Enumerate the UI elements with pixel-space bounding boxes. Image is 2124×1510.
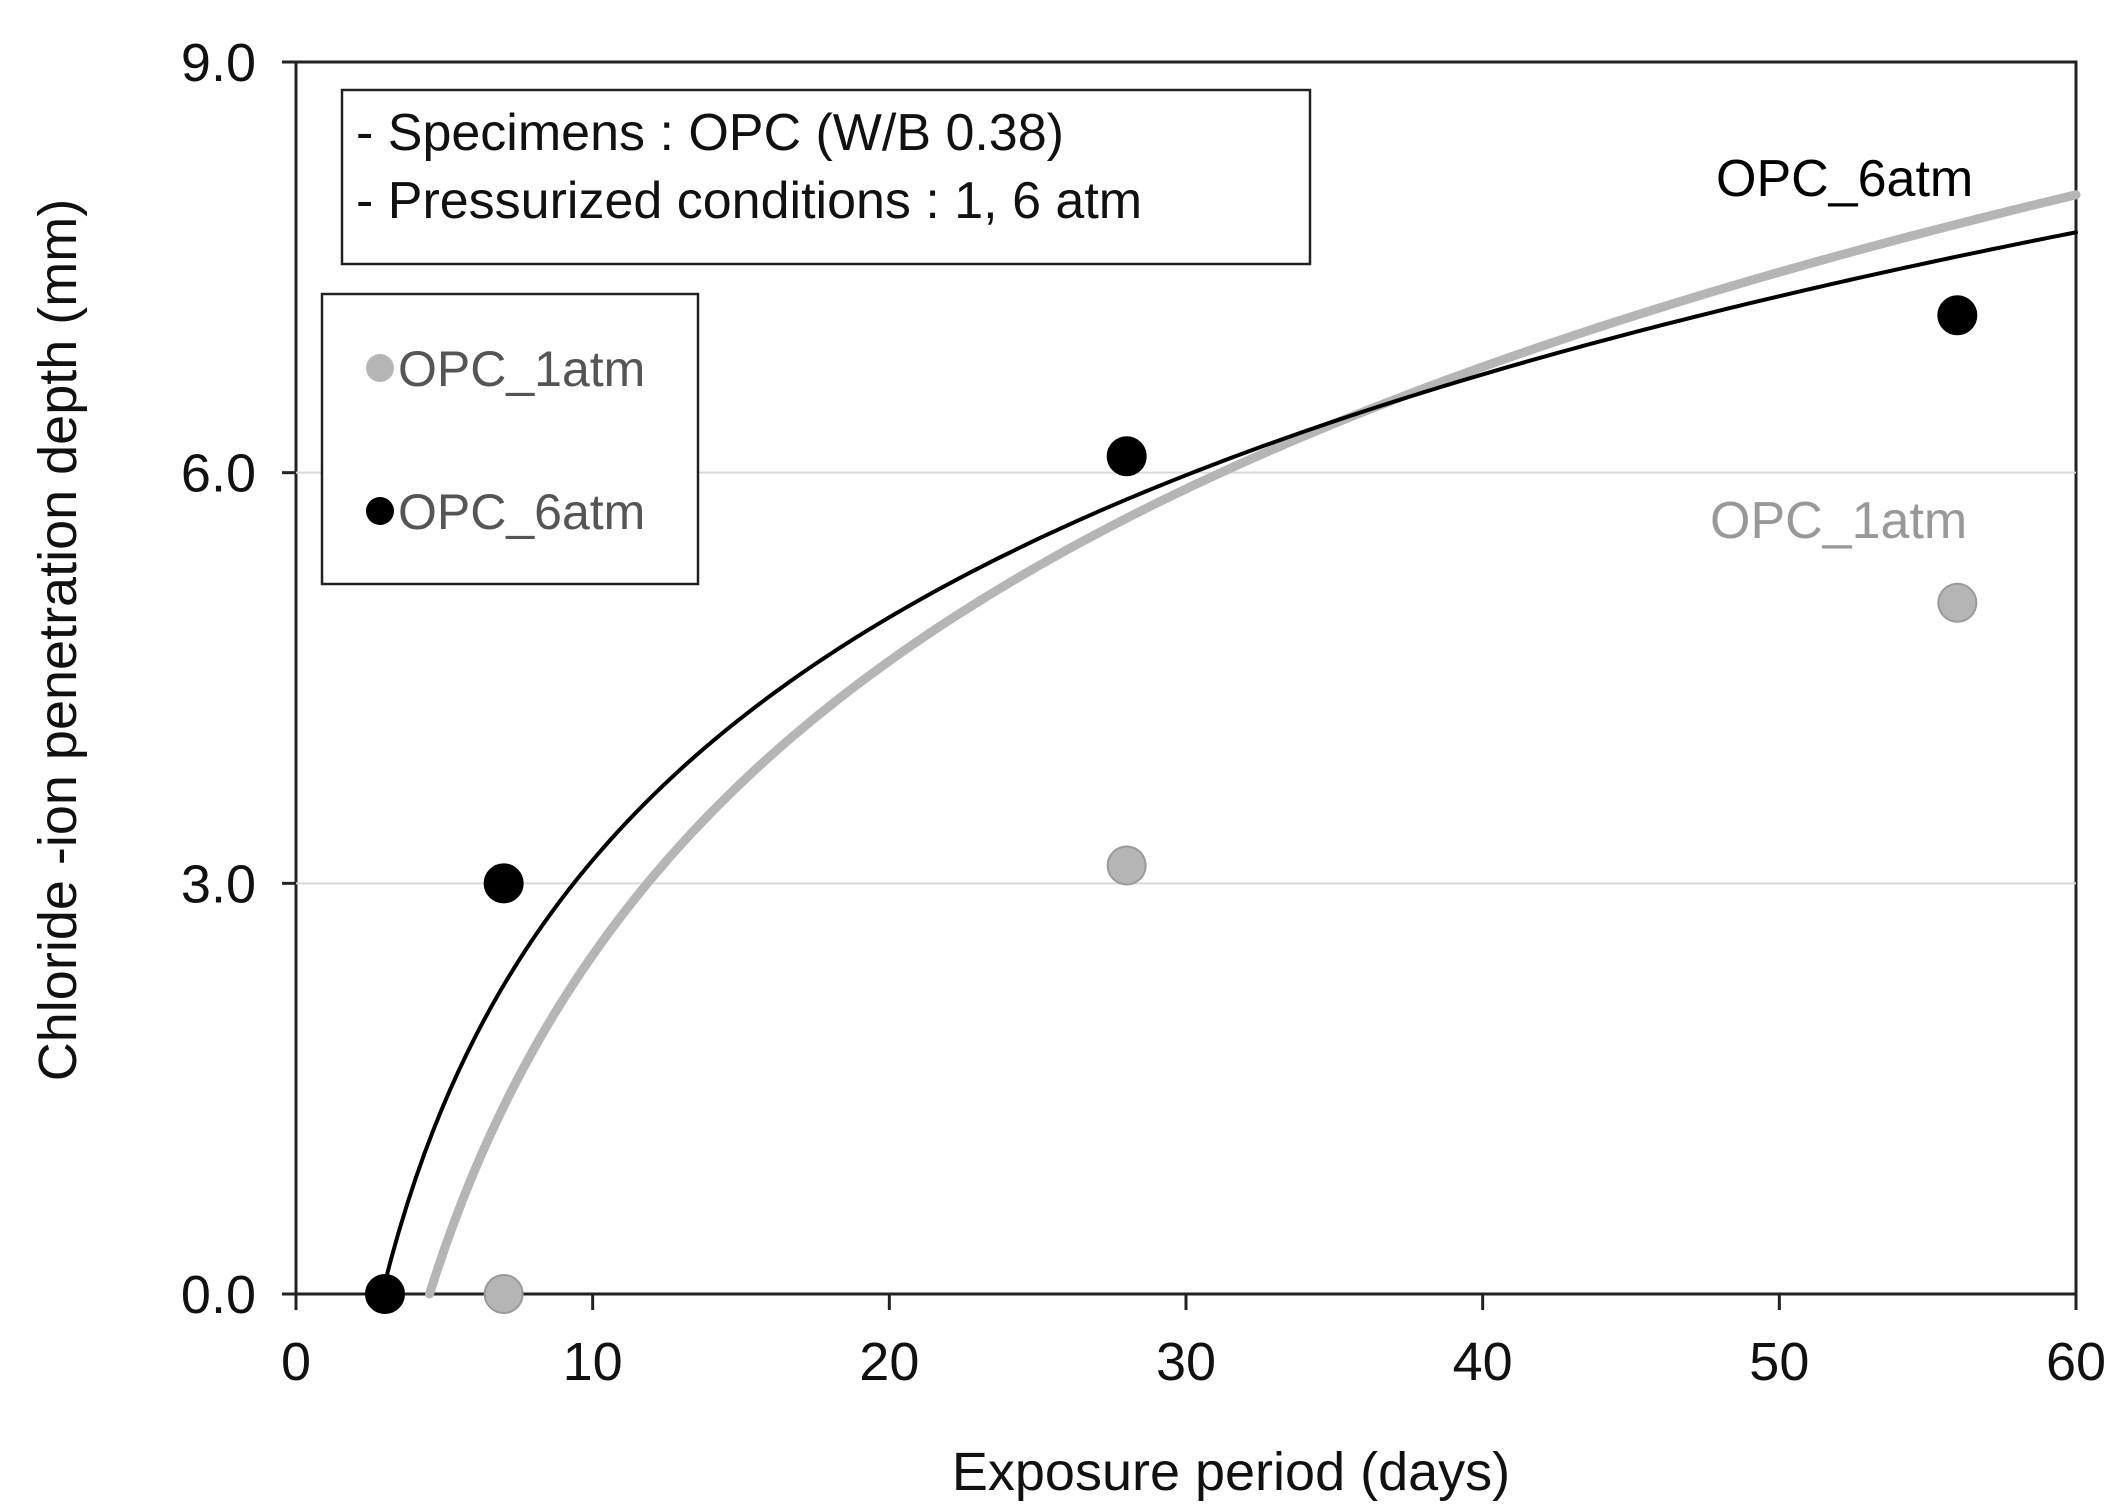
data-point-opc-6atm: [1937, 295, 1978, 336]
x-tick-label: 40: [1453, 1332, 1513, 1392]
data-point-opc-1atm: [483, 1274, 524, 1314]
legend: OPC_1atm OPC_6atm: [320, 292, 700, 586]
x-tick-label: 30: [1156, 1332, 1216, 1392]
legend-marker-opc-6atm: [366, 497, 394, 525]
data-point-opc-6atm: [483, 863, 524, 904]
curve-layer: [380, 190, 2081, 1299]
legend-label-opc-1atm: OPC_1atm: [398, 341, 645, 397]
curve-label-opc-6atm: OPC_6atm: [1716, 150, 1973, 208]
data-point-opc-6atm: [365, 1274, 405, 1314]
curve-label-opc-1atm: OPC_1atm: [1710, 492, 1967, 550]
y-tick-label: 9.0: [181, 33, 256, 93]
x-tick-label: 20: [859, 1332, 919, 1392]
data-point-opc-6atm: [1106, 436, 1147, 477]
legend-marker-opc-1atm: [366, 354, 394, 382]
x-axis-title: Exposure period (days): [952, 1442, 1510, 1502]
point-layer: [365, 295, 1978, 1314]
x-tick-label: 50: [1749, 1332, 1809, 1392]
data-point-opc-1atm: [1937, 582, 1978, 623]
fit-curve-opc-1atm: [425, 190, 2081, 1299]
legend-label-opc-6atm: OPC_6atm: [398, 484, 645, 540]
y-tick-label: 0.0: [181, 1265, 256, 1325]
y-tick-label: 6.0: [181, 444, 256, 504]
fit-curve-opc-6atm: [380, 230, 2078, 1296]
note-line-2: - Pressurized conditions : 1, 6 atm: [356, 172, 1142, 230]
legend-frame: [320, 292, 700, 586]
x-tick-label: 60: [2046, 1332, 2106, 1392]
note-line-1: - Specimens : OPC (W/B 0.38): [356, 104, 1064, 162]
data-point-opc-1atm: [1106, 845, 1147, 886]
notes-box: - Specimens : OPC (W/B 0.38) - Pressuriz…: [340, 88, 1312, 266]
notes-box-frame: [340, 88, 1312, 266]
x-tick-label: 10: [563, 1332, 623, 1392]
tick-layer: 0.0 3.0 6.0 9.0 0 10 20 30 40 50 60: [181, 33, 2106, 1392]
y-axis-title: Chloride -ion penetration depth (mm): [28, 199, 88, 1081]
x-tick-label: 0: [281, 1332, 311, 1392]
y-tick-label: 3.0: [181, 854, 256, 914]
